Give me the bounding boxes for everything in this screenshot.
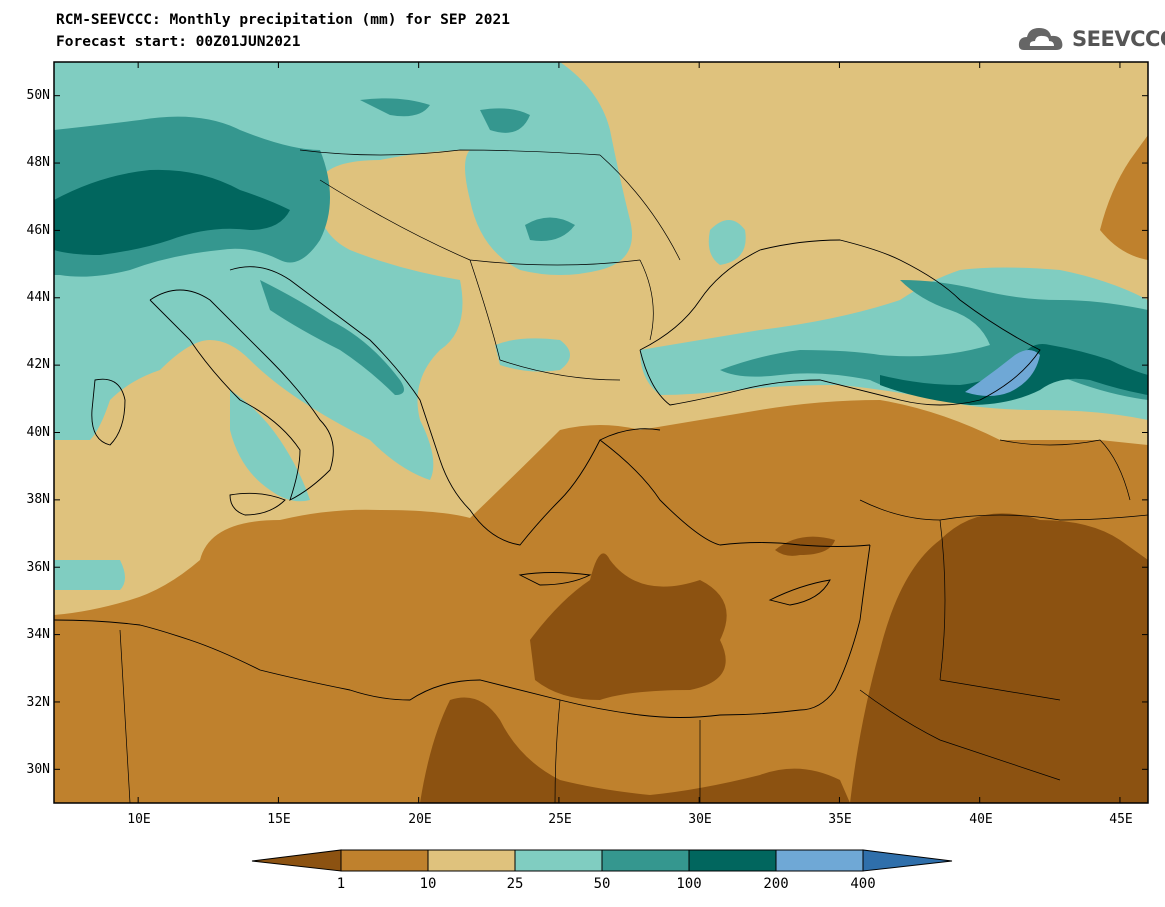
lat-label: 50N [26,88,50,103]
lon-label: 20E [408,812,432,827]
colorbar-label: 50 [593,876,611,892]
coast-greece [439,428,661,546]
border-lines [119,149,1148,803]
forecast-start-label: Forecast start: 00Z01JUN2021 [56,34,301,50]
colorbar-over-triangle [862,849,953,872]
lat-label: 30N [26,762,50,777]
lon-label: 35E [828,812,852,827]
map-field [54,62,1148,803]
map-title: RCM-SEEVCCC: Monthly precipitation (mm) … [56,12,510,28]
field-200-400 [965,350,1040,396]
colorbar [251,849,953,872]
lat-label: 42N [26,357,50,372]
coast-africa [54,619,801,718]
colorbar-swatch-200-400 [775,849,864,872]
lon-label: 40E [969,812,993,827]
coast-levant [799,544,871,711]
coast-sicily [229,492,286,516]
field-25-50-italy-south [230,390,310,502]
colorbar-label: 100 [676,876,702,892]
colorbar-swatch-25-50 [514,849,603,872]
field-lt1-libya [420,697,850,803]
colorbar-label: 200 [763,876,789,892]
lat-label: 40N [26,425,50,440]
colorbar-swatch-100-200 [688,849,777,872]
coast-black-sea [639,239,1041,406]
lat-label: 32N [26,695,50,710]
lat-label: 46N [26,223,50,238]
lat-label: 36N [26,560,50,575]
field-25-50-west-africa [54,560,125,590]
field-25-50-ukraine [708,220,746,265]
lon-label: 15E [267,812,291,827]
lat-label: 48N [26,155,50,170]
colorbar-label: 1 [336,876,346,892]
coast-crete [518,572,592,586]
lat-label: 44N [26,290,50,305]
cloud-icon [1018,28,1063,50]
colorbar-swatch-1-10 [340,849,429,872]
coast-italy [149,289,334,501]
axis-ticks [54,62,1148,803]
logo-text: SEEVCCC [1072,27,1165,51]
colorbar-label: 10 [419,876,437,892]
field-1-10-east [1100,135,1148,260]
coast-cyprus [768,579,831,606]
colorbar-label: 400 [850,876,876,892]
coast-adriatic [229,266,441,461]
coast-turkey [599,439,871,547]
seevccc-logo: SEEVCCC [1016,20,1165,60]
field-lt1-levant [850,513,1148,803]
colorbar-swatch-10-25 [427,849,516,872]
field-lt1-crete [775,536,835,556]
colorbar-under-triangle [251,849,342,872]
field-100-200-alps [54,169,290,255]
coast-sardinia [91,378,126,446]
field-25-50-bulgaria [495,338,570,372]
lat-label: 38N [26,492,50,507]
field-50-100-hungary [360,98,575,241]
field-50-100-balkans [260,280,404,395]
colorbar-swatch-50-100 [601,849,690,872]
colorbar-label: 25 [506,876,524,892]
lon-label: 25E [548,812,572,827]
lon-label: 30E [688,812,712,827]
coastlines [54,149,1148,803]
lon-label: 45E [1109,812,1133,827]
lon-label: 10E [127,812,151,827]
lat-label: 34N [26,627,50,642]
field-lt1-east-med [530,553,727,700]
